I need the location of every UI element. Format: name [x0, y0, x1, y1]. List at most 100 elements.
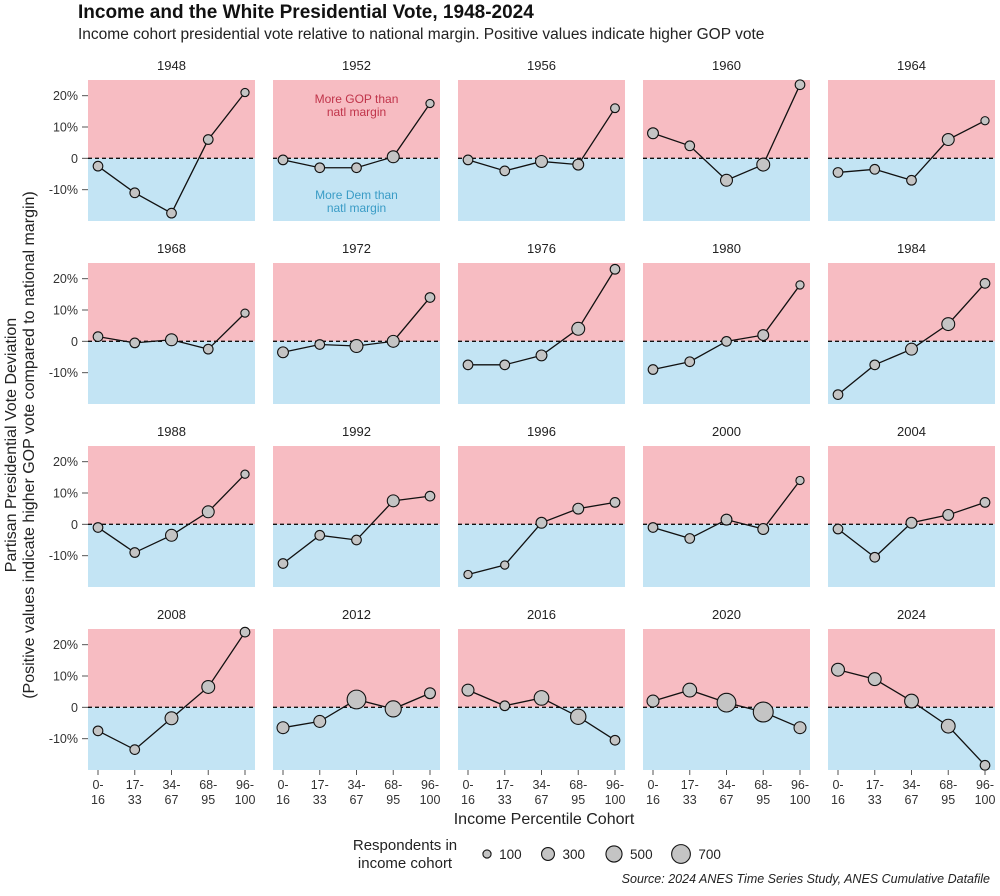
gop-region — [828, 263, 995, 342]
dem-region — [643, 158, 810, 221]
data-point — [240, 308, 250, 318]
y-tick-label: 10% — [53, 121, 78, 135]
legend-circle — [482, 849, 492, 859]
data-point — [793, 721, 807, 735]
gop-region — [643, 446, 810, 525]
legend-circle — [671, 844, 691, 864]
data-point — [461, 683, 475, 697]
panel-title: 1976 — [527, 241, 556, 256]
x-tick-label: 34- — [532, 778, 550, 792]
data-point — [684, 533, 696, 544]
x-tick-label: 96- — [236, 778, 254, 792]
dem-region — [828, 158, 995, 221]
x-tick-label: 0- — [462, 778, 473, 792]
panel-1960: 1960 — [643, 58, 810, 221]
data-point — [386, 150, 400, 164]
x-tick-label: 95 — [941, 793, 955, 807]
data-point — [129, 744, 141, 756]
data-point — [942, 508, 955, 521]
data-point — [832, 523, 844, 535]
y-axis-label: Partisan Presidential Vote Deviation — [3, 318, 20, 572]
x-tick-label: 100 — [605, 793, 626, 807]
data-point — [351, 534, 362, 546]
data-point — [752, 701, 774, 723]
panel-2000: 2000 — [643, 424, 810, 587]
x-tick-label: 0- — [92, 778, 103, 792]
data-point — [795, 280, 805, 290]
data-point — [647, 522, 659, 533]
x-tick-label: 34- — [717, 778, 735, 792]
data-point — [92, 160, 104, 172]
data-point — [534, 154, 549, 168]
panel-title: 1956 — [527, 58, 556, 73]
x-tick-label: 17- — [866, 778, 884, 792]
data-point — [610, 103, 620, 114]
x-tick-label: 16 — [461, 793, 475, 807]
data-point — [129, 547, 141, 558]
data-point — [314, 162, 326, 174]
x-tick-label: 67 — [535, 793, 549, 807]
data-point — [351, 162, 362, 174]
data-point — [572, 502, 585, 515]
x-tick-label: 96- — [976, 778, 994, 792]
data-point — [906, 174, 917, 186]
x-tick-label: 33 — [868, 793, 882, 807]
data-point — [716, 692, 737, 713]
dem-region — [828, 524, 995, 587]
panel-1956: 1956 — [458, 58, 625, 221]
legend-label: 700 — [698, 847, 721, 862]
data-point — [239, 626, 251, 638]
y-tick-label: 0 — [71, 701, 78, 715]
panel-title: 2000 — [712, 424, 741, 439]
x-tick-label: 96- — [421, 778, 439, 792]
panel-title: 1980 — [712, 241, 741, 256]
data-point — [201, 679, 216, 694]
data-point — [202, 134, 214, 145]
data-point — [940, 718, 956, 734]
data-point — [869, 359, 881, 371]
gop-annotation: More GOP than — [315, 92, 399, 106]
data-point — [721, 335, 732, 347]
y-tick-label: 10% — [53, 487, 78, 501]
gop-region — [828, 446, 995, 525]
panel-1988: 1988 -10% 0 10% 20% — [49, 424, 255, 587]
legend-title: Respondents in — [353, 837, 457, 854]
data-point — [164, 528, 179, 542]
data-point — [314, 339, 326, 350]
y-tick-label: 20% — [53, 272, 78, 286]
panel-title: 2008 — [157, 607, 186, 622]
x-tick-label: 33 — [313, 793, 327, 807]
panel-title: 2012 — [342, 607, 371, 622]
panel-1980: 1980 — [643, 241, 810, 404]
y-tick-label: -10% — [49, 366, 78, 380]
y-tick-label: 0 — [71, 335, 78, 349]
data-point — [831, 662, 845, 677]
y-tick-label: -10% — [49, 183, 78, 197]
x-tick-label: 95 — [201, 793, 215, 807]
x-tick-label: 16 — [91, 793, 105, 807]
x-tick-label: 34- — [162, 778, 180, 792]
y-tick-label: -10% — [49, 732, 78, 746]
x-tick-label: 68- — [939, 778, 957, 792]
gop-region — [88, 263, 255, 342]
x-tick-label: 100 — [235, 793, 256, 807]
data-point — [535, 349, 548, 362]
panel-title: 1964 — [897, 58, 926, 73]
y-tick-label: 20% — [53, 89, 78, 103]
y-tick-label: -10% — [49, 549, 78, 563]
panel-1948: 1948 -10% 0 10% 20% — [49, 58, 255, 221]
data-point — [499, 165, 511, 177]
data-point — [646, 694, 660, 708]
data-point — [499, 359, 511, 371]
panel-title: 1984 — [897, 241, 926, 256]
data-point — [832, 167, 844, 178]
dem-region — [643, 707, 810, 770]
data-point — [424, 292, 436, 303]
data-point — [533, 690, 550, 706]
y-axis-label: (Positive values indicate higher GOP vot… — [21, 191, 38, 699]
y-tick-label: 20% — [53, 455, 78, 469]
panel-title: 1972 — [342, 241, 371, 256]
data-point — [571, 321, 586, 336]
panel-title: 2004 — [897, 424, 926, 439]
